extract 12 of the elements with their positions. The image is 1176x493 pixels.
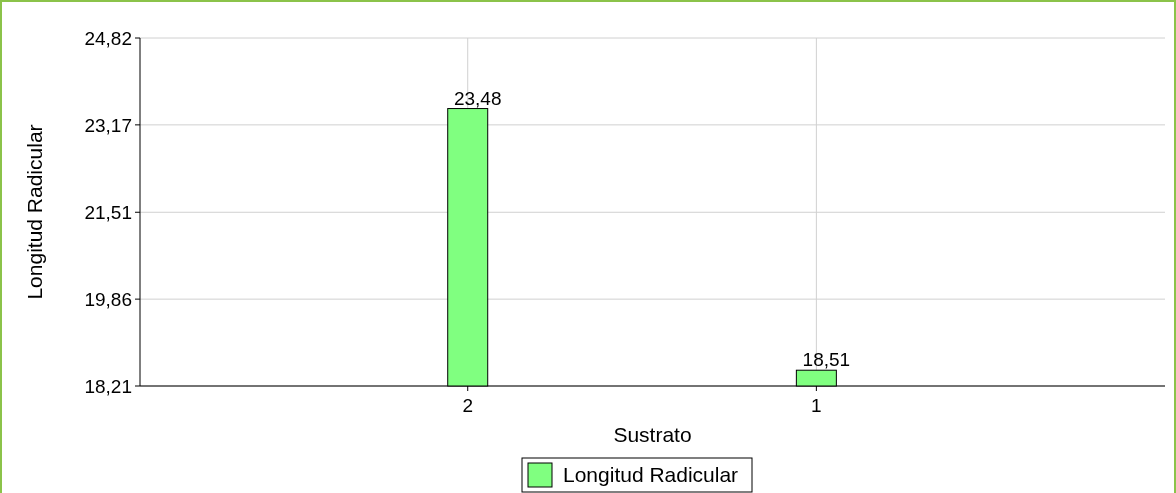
y-tick-label: 19,86 <box>84 288 132 310</box>
x-axis-title: Sustrato <box>613 423 692 446</box>
legend-label: Longitud Radicular <box>563 463 739 486</box>
y-tick-label: 21,51 <box>84 201 132 223</box>
y-tick-label: 18,21 <box>84 375 132 397</box>
y-axis-title: Longitud Radicular <box>23 124 46 300</box>
x-tick-label: 1 <box>811 395 822 416</box>
y-tick-label: 24,82 <box>84 27 132 49</box>
data-label: 18,51 <box>802 349 851 371</box>
data-label: 23,48 <box>453 87 502 109</box>
y-tick-label: 23,17 <box>84 114 132 136</box>
x-tick-label: 2 <box>462 395 474 416</box>
